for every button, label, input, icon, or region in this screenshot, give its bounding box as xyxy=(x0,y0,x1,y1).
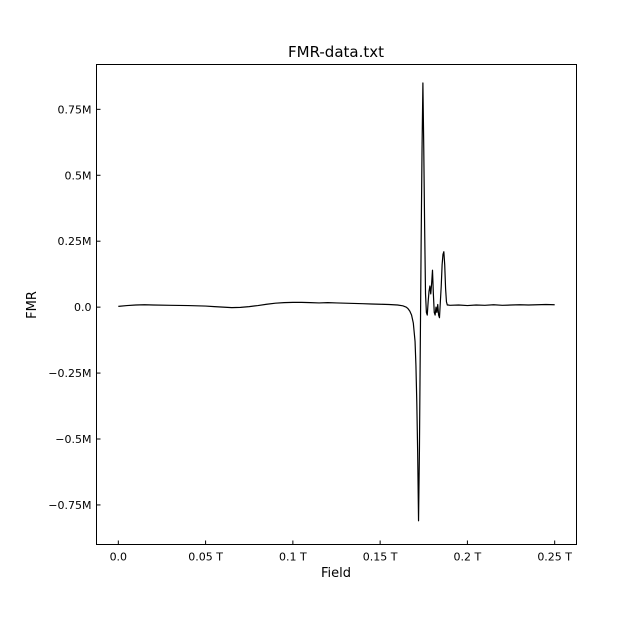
series-line-fmr xyxy=(118,82,555,522)
y-tick-label: −0.25M xyxy=(48,367,91,380)
x-tick-label: 0.05 T xyxy=(188,551,223,564)
chart-title: FMR-data.txt xyxy=(288,43,384,61)
y-tick-label: 0.0 xyxy=(74,301,92,314)
x-axis-title: Field xyxy=(321,566,351,581)
plot-area xyxy=(96,64,577,545)
y-tick-label: 0.25M xyxy=(58,235,92,248)
x-tick-label: 0.1 T xyxy=(279,551,307,564)
x-axis: 0.0 0.05 T 0.1 T 0.15 T 0.2 T 0.25 T xyxy=(110,540,572,564)
x-tick-label: 0.0 xyxy=(110,551,128,564)
x-tick-label: 0.25 T xyxy=(537,551,572,564)
y-tick-label: −0.75M xyxy=(48,499,91,512)
x-tick-label: 0.2 T xyxy=(454,551,482,564)
y-axis-title: FMR xyxy=(25,291,40,319)
plot-frame xyxy=(96,64,577,545)
y-tick-label: 0.75M xyxy=(58,103,92,116)
y-axis: −0.75M −0.5M −0.25M 0.0 0.25M 0.5M 0.75M xyxy=(48,103,101,512)
y-tick-label: −0.5M xyxy=(55,433,91,446)
y-tick-label: 0.5M xyxy=(65,169,92,182)
x-tick-label: 0.15 T xyxy=(363,551,398,564)
